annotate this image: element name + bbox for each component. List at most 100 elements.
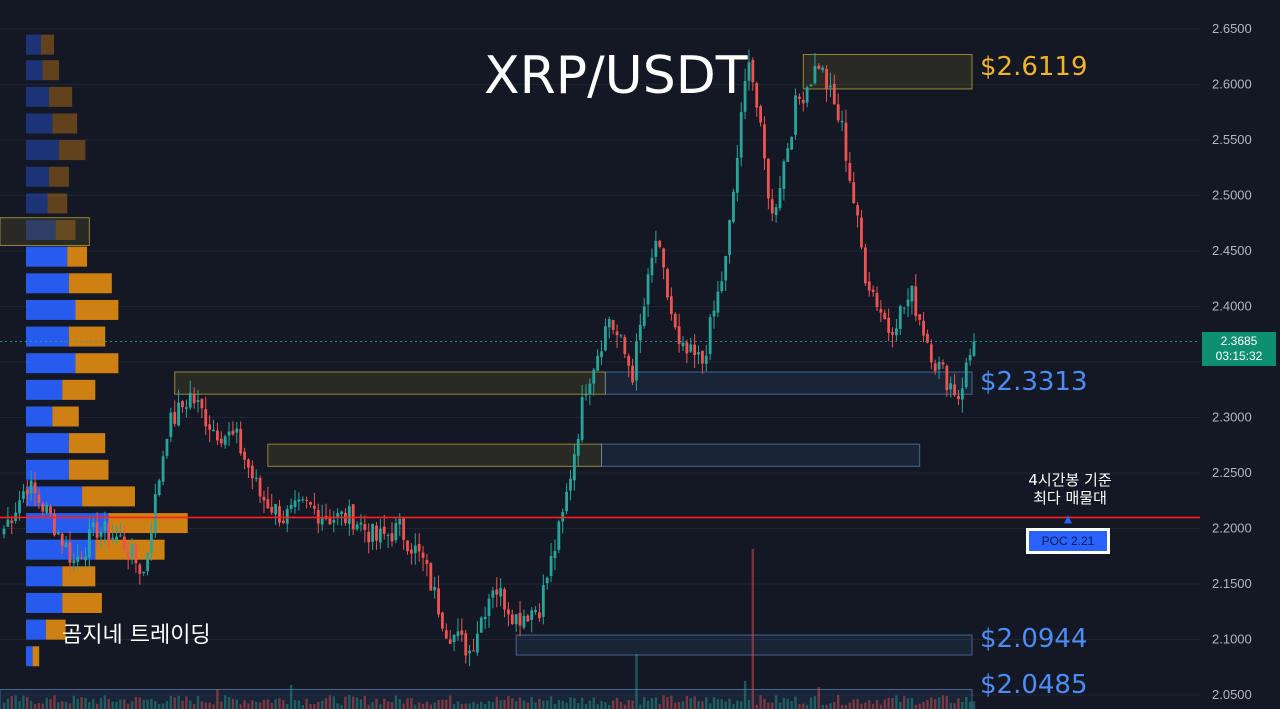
poc-badge: POC 2.21 — [1026, 528, 1110, 554]
candle-body — [813, 65, 817, 84]
volume-bar — [80, 697, 83, 709]
volume-bar — [169, 695, 173, 709]
volume-bar — [464, 703, 467, 709]
candle-body — [821, 67, 825, 71]
candle-body — [45, 504, 49, 513]
y-tick-label: 2.6000 — [1212, 77, 1252, 92]
candle-body — [64, 542, 68, 547]
volume-bar — [596, 704, 599, 709]
candle-body — [887, 317, 891, 333]
volume-bar — [802, 703, 805, 709]
candle-body — [355, 524, 359, 530]
candle-body — [173, 411, 177, 424]
current-price-badge: 2.3685 03:15:32 — [1202, 332, 1276, 366]
candle-body — [479, 617, 483, 633]
level-label-2-0944: $2.0944 — [980, 624, 1088, 654]
volume-bar — [328, 695, 332, 709]
volume-bar — [747, 699, 751, 709]
candle-body — [188, 392, 192, 408]
candle-body — [157, 480, 161, 496]
volume-profile-buy-bar — [26, 140, 59, 161]
candle-body — [817, 65, 821, 69]
volume-bar — [456, 701, 460, 709]
candle-body — [541, 585, 545, 617]
candle-body — [662, 248, 665, 268]
candle-body — [522, 615, 526, 628]
candle-body — [289, 504, 293, 509]
candle-body — [918, 314, 922, 320]
volume-bar — [685, 695, 689, 709]
candle-body — [534, 610, 537, 612]
volume-bar — [821, 704, 824, 709]
volume-profile-buy-bar — [26, 86, 50, 107]
candle-body — [208, 424, 212, 430]
volume-bar — [526, 702, 529, 709]
candle-body — [906, 299, 910, 307]
volume-profile-sell-bar — [52, 113, 78, 134]
candle-body — [313, 505, 316, 509]
volume-bar — [68, 703, 72, 709]
candle-body — [588, 383, 592, 395]
candle-body — [759, 106, 762, 123]
volume-bar — [278, 698, 281, 709]
volume-bar — [29, 700, 33, 709]
y-tick-label: 2.2500 — [1212, 465, 1252, 480]
volume-bar — [577, 702, 580, 709]
volume-bar — [902, 696, 906, 709]
volume-bar — [111, 701, 114, 709]
candle-body — [809, 84, 813, 87]
volume-bar — [774, 695, 778, 709]
volume-profile-buy-bar — [26, 246, 68, 267]
candle-body — [10, 520, 14, 524]
volume-bar — [790, 701, 793, 709]
volume-bar — [930, 697, 933, 709]
candle-body — [891, 332, 894, 335]
volume-bar — [95, 703, 99, 709]
y-tick-label: 2.4500 — [1212, 243, 1252, 258]
volume-bar — [410, 697, 413, 709]
volume-bar — [390, 702, 394, 709]
candle-body — [774, 207, 778, 216]
volume-bar — [14, 695, 17, 709]
volume-bar — [200, 701, 204, 709]
candle-body — [332, 519, 336, 523]
candle-body — [320, 518, 324, 525]
candle-body — [782, 161, 786, 189]
candle-body — [829, 85, 832, 88]
candle-body — [115, 536, 118, 540]
volume-bar — [743, 681, 747, 709]
candle-body — [743, 80, 747, 112]
volume-bar — [829, 703, 832, 709]
candle-body — [856, 205, 859, 216]
candle-body — [153, 494, 157, 534]
volume-bar — [643, 697, 646, 709]
volume-profile-sell-bar — [55, 220, 76, 241]
volume-bar — [297, 700, 301, 709]
volume-bar — [6, 698, 10, 709]
volume-bar — [592, 697, 595, 709]
volume-bar — [282, 700, 285, 709]
volume-bar — [883, 699, 886, 709]
volume-bar — [557, 700, 561, 709]
candle-body — [557, 521, 561, 550]
candle-body — [615, 331, 619, 336]
candle-body — [957, 395, 960, 400]
candle-body — [126, 552, 130, 559]
volume-bar — [414, 704, 417, 709]
poc-pointer — [1064, 515, 1072, 524]
volume-profile-buy-bar — [26, 592, 63, 613]
volume-profile-sell-bar — [75, 353, 119, 374]
candle-body — [836, 104, 840, 121]
candle-body — [219, 438, 223, 444]
volume-bar — [476, 703, 479, 709]
volume-profile-buy-bar — [26, 273, 69, 294]
y-tick-label: 2.0500 — [1212, 687, 1252, 702]
volume-bar — [852, 699, 855, 709]
volume-bar — [499, 700, 502, 709]
volume-bar — [728, 698, 731, 709]
volume-bar — [875, 700, 879, 709]
candle-body — [165, 438, 169, 456]
volume-profile-sell-bar — [68, 273, 112, 294]
volume-bar — [615, 697, 619, 709]
